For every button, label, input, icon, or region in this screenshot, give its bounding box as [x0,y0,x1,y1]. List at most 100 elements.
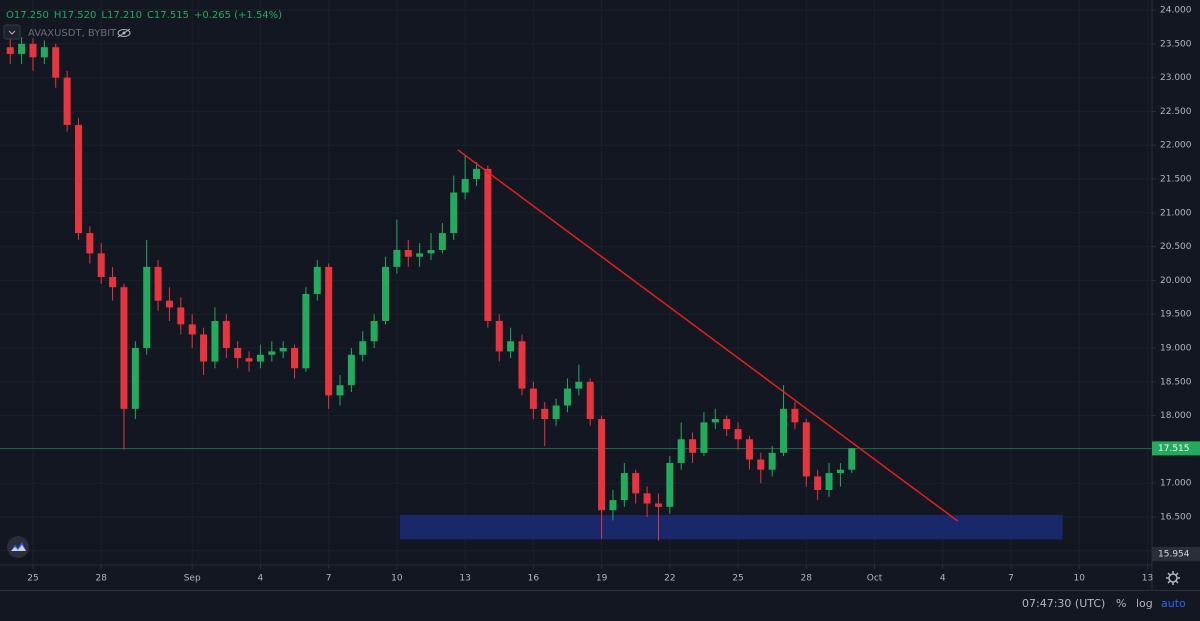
y-tick-label: 23.500 [1160,39,1192,49]
candle-body [700,422,708,453]
ohlc-value: L17.210 [101,10,142,21]
y-tick-label: 18.000 [1160,411,1192,421]
plot [0,37,1152,541]
candle-body [18,43,26,54]
candle-body [393,249,401,267]
symbol: AVAXUSDT, BYBIT [28,28,117,39]
candle-body [598,418,606,511]
candle-body [450,192,458,234]
logo[interactable] [7,536,29,558]
candle-body [29,43,37,58]
candle-body [347,354,355,386]
y-tick-label: 24.000 [1160,6,1192,16]
candle-body [836,469,844,474]
candle-body [734,429,742,440]
candle-body [211,320,219,362]
candle-body [495,320,503,352]
x-tick-label: 25 [732,574,743,584]
x-tick-label: 28 [801,574,813,584]
collapse-button[interactable] [3,24,21,40]
ohlc-value: +0.265 (+1.54%) [194,10,282,21]
candle-body [336,385,344,396]
candle-body [768,452,776,470]
candle-body [291,348,299,369]
x-tick-label: 10 [1073,574,1085,584]
candle-body [461,179,469,193]
chart: 16.00016.50017.00017.50018.00018.50019.0… [0,0,1200,590]
last-price-box [1152,441,1200,456]
candle-body [484,168,492,321]
ohlc-value: O17.250 [6,10,49,21]
x-tick-label: 4 [940,574,946,584]
candle-body [256,354,264,362]
candle-body [370,320,378,342]
candle-body [757,459,765,470]
bottom-toolbar: 07:47:30 (UTC) % log auto [0,590,1200,621]
x-tick-label: 16 [528,574,540,584]
candle-body [609,500,617,511]
y-tick-label: 16.500 [1160,513,1192,523]
x-tick-label: 13 [459,574,470,584]
candle-body [404,249,412,257]
candle-body [279,348,287,352]
y-tick-label: 20.500 [1160,242,1192,252]
y-tick-label: 21.500 [1160,175,1192,185]
candle-body [575,381,583,389]
candle-body [97,253,105,278]
candle-body [677,439,685,463]
candle-body [643,493,651,504]
candle-body [222,320,230,349]
candle-body [40,47,48,58]
visibility-icon[interactable] [117,28,131,38]
candle-body [382,266,390,321]
candle-body [825,473,833,490]
y-tick-label: 22.000 [1160,141,1192,151]
axes: 16.00016.50017.00017.50018.00018.50019.0… [27,6,1200,584]
y-tick-label: 18.500 [1160,377,1192,387]
auto-toggle[interactable]: auto [1161,597,1186,610]
clock: 07:47:30 (UTC) [1022,597,1106,610]
candle-body [302,293,310,369]
y-tick-label: 21.000 [1160,208,1192,218]
candle-body [120,287,128,409]
support-zone [399,514,1063,540]
x-tick-label: 13 [1142,574,1153,584]
candle-body [313,266,321,294]
trendline [457,149,959,522]
percent-toggle[interactable]: % [1116,597,1127,610]
candle-body [632,473,640,494]
candle-body [131,348,139,409]
chevron-icon [8,30,16,35]
candle-body [200,334,208,362]
candle-body [518,341,526,389]
candle-body [780,408,788,453]
candle-body [63,77,71,125]
candle-body [745,439,753,460]
candle-body [666,462,674,507]
x-tick-label: 10 [391,574,403,584]
candle-body [541,408,549,419]
x-tick-label: 25 [27,574,38,584]
settings-icon[interactable] [1166,571,1180,585]
x-tick-label: 7 [326,574,332,584]
candle-body [802,422,810,477]
candle-body [529,388,537,409]
candle-body [552,405,560,419]
candle-body [427,249,435,254]
candle-body [438,233,446,250]
y-tick-label: 22.500 [1160,107,1192,117]
ohlc-value: C17.515 [147,10,189,21]
x-tick-label: 19 [596,574,608,584]
y-tick-label: 23.000 [1160,73,1192,83]
low-marker-label: 15.954 [1158,549,1190,559]
log-toggle[interactable]: log [1136,597,1153,610]
y-tick-label: 20.000 [1160,276,1192,286]
candle-body [711,418,719,423]
candle-body [86,233,94,254]
x-tick-label: 4 [258,574,264,584]
candle-body [6,47,14,54]
candle-body [723,418,731,430]
candle-body [177,307,185,325]
candle-body [507,341,515,352]
candle-body [416,253,424,257]
